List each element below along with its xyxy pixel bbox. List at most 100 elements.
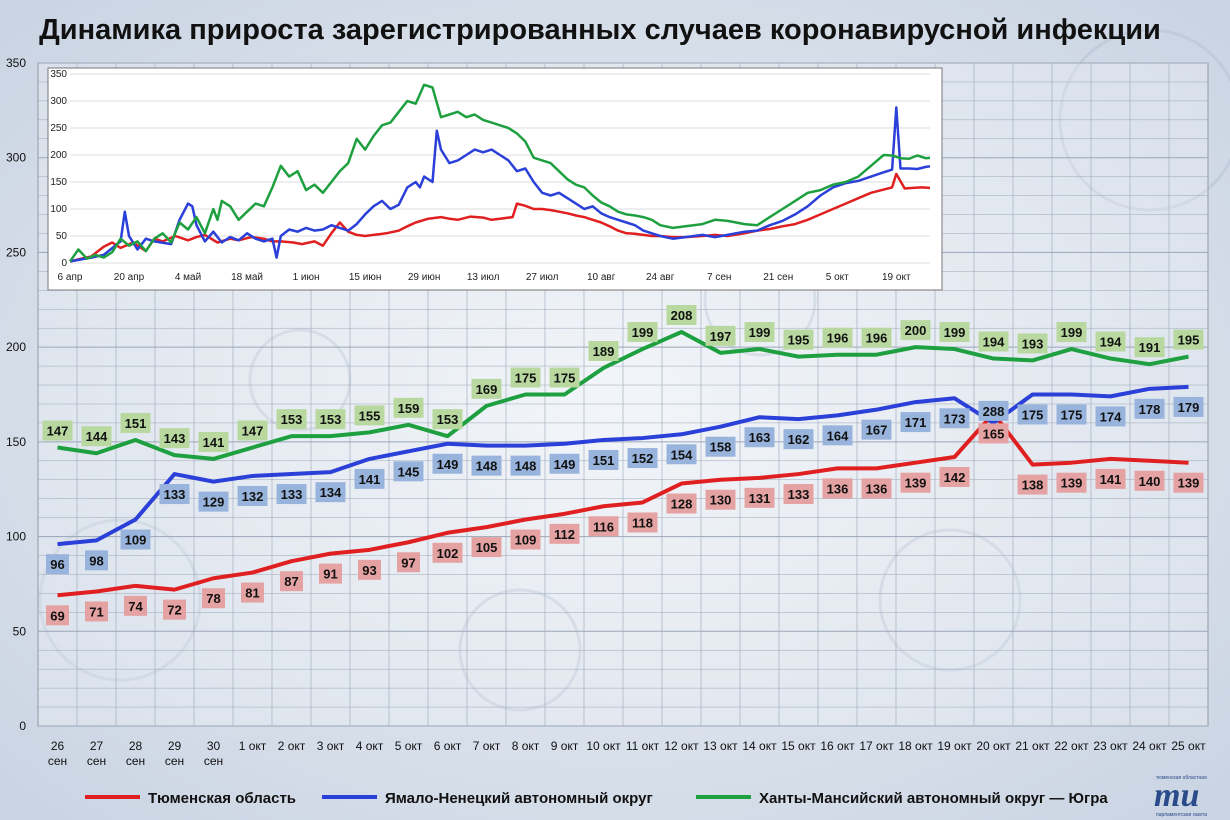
inset-series-line-blue <box>69 106 931 263</box>
data-label-box <box>85 601 108 622</box>
x-tick-label: 12 окт <box>664 739 699 753</box>
y-axis-ticks: 0 50 100 150 200 250 300 350 <box>6 56 26 733</box>
data-label-text: 178 <box>1139 402 1161 417</box>
data-label-text: 102 <box>437 546 459 561</box>
inset-y-tick: 50 <box>56 231 68 242</box>
data-label-box <box>1173 329 1204 350</box>
data-label-box <box>627 322 658 343</box>
data-label-blue: 141 <box>354 468 385 489</box>
data-label-box <box>1134 337 1165 358</box>
inset-y-tick: 300 <box>50 96 67 107</box>
data-label-green: 153 <box>276 409 307 430</box>
inset-series-line-green <box>68 83 931 263</box>
data-label-blue: 167 <box>861 419 892 440</box>
inset-y-tick: 150 <box>50 177 67 188</box>
y-tick-label: 200 <box>6 340 26 354</box>
data-label-green: 199 <box>1056 322 1087 343</box>
data-label-box <box>358 559 381 580</box>
data-label-text: 72 <box>167 603 181 618</box>
data-label-text: 174 <box>1100 409 1122 424</box>
data-label-text: 165 <box>983 426 1005 441</box>
data-label-text: 147 <box>47 424 69 439</box>
data-label-blue: 178 <box>1134 398 1165 419</box>
data-label-text: 191 <box>1139 340 1161 355</box>
data-label-text: 140 <box>1139 474 1161 489</box>
data-label-text: 171 <box>905 415 927 430</box>
inset-x-tick: 4 май <box>175 272 201 283</box>
data-label-green: 144 <box>81 426 112 447</box>
data-label-box <box>1173 472 1204 493</box>
data-label-green: 151 <box>120 412 151 433</box>
data-label-box <box>666 493 697 514</box>
data-label-text: 141 <box>1100 472 1122 487</box>
data-label-text: 153 <box>281 412 303 427</box>
inset-x-tick: 5 окт <box>826 272 849 283</box>
data-label-box <box>705 325 736 346</box>
data-label-text: 196 <box>866 331 888 346</box>
data-label-box <box>163 599 186 620</box>
data-label-box <box>120 412 151 433</box>
data-label-red: 78 <box>202 588 225 609</box>
data-label-red: 116 <box>588 516 619 537</box>
data-label-box <box>393 397 424 418</box>
data-label-green: 193 <box>1017 333 1048 354</box>
data-label-text: 98 <box>89 553 103 568</box>
inset-x-tick: 27 июл <box>526 272 559 283</box>
data-label-box <box>627 512 658 533</box>
data-label-green: 197 <box>705 325 736 346</box>
data-label-text: 199 <box>1061 325 1083 340</box>
data-label-box <box>510 367 541 388</box>
data-label-text: 145 <box>398 464 420 479</box>
data-label-red: 72 <box>163 599 186 620</box>
x-tick-label: 7 окт <box>473 739 501 753</box>
data-label-box <box>159 484 190 505</box>
data-label-box <box>705 436 736 457</box>
data-label-text: 151 <box>593 453 615 468</box>
data-label-text: 167 <box>866 423 888 438</box>
data-label-text: 130 <box>710 493 732 508</box>
data-label-box <box>588 340 619 361</box>
inset-x-ticks: 6 апр 20 апр 4 май 18 май 1 июн 15 июн 29 июн 1… <box>58 272 911 283</box>
data-label-box <box>81 426 112 447</box>
data-label-text: 139 <box>1061 476 1083 491</box>
data-label-green: 196 <box>822 327 853 348</box>
data-label-blue: 129 <box>198 491 229 512</box>
data-label-text: 138 <box>1022 478 1044 493</box>
data-label-blue: 175 <box>1017 404 1048 425</box>
data-label-red: 165 <box>978 423 1009 444</box>
data-label-text: 149 <box>554 457 576 472</box>
data-label-text: 199 <box>749 325 771 340</box>
data-label-red: 97 <box>397 552 420 573</box>
x-tick-label: 2 окт <box>278 739 306 753</box>
data-label-text: 153 <box>437 412 459 427</box>
data-label-text: 144 <box>86 429 108 444</box>
data-label-red: 133 <box>783 484 814 505</box>
data-label-text: 116 <box>593 519 614 534</box>
data-label-box <box>85 550 108 571</box>
data-label-blue: 145 <box>393 461 424 482</box>
data-label-blue: 171 <box>900 412 931 433</box>
inset-x-tick: 15 июн <box>349 272 382 283</box>
data-label-text: 136 <box>866 481 888 496</box>
data-label-green: 194 <box>1095 331 1126 352</box>
data-label-blue: 148 <box>510 455 541 476</box>
data-label-box <box>471 537 502 558</box>
data-label-box <box>939 408 970 429</box>
data-label-green: 155 <box>354 405 385 426</box>
data-label-text: 288 <box>983 404 1005 419</box>
data-label-green: 153 <box>315 409 346 430</box>
data-label-box <box>510 529 541 550</box>
data-label-text: 196 <box>827 331 849 346</box>
data-label-blue: 96 <box>46 554 69 575</box>
data-label-green: 199 <box>627 322 658 343</box>
data-label-text: 208 <box>671 308 693 323</box>
data-label-text: 105 <box>476 540 498 555</box>
data-label-box <box>978 331 1009 352</box>
data-label-text: 134 <box>320 485 342 500</box>
data-label-blue: 149 <box>432 453 463 474</box>
data-label-green: 196 <box>861 327 892 348</box>
legend-blue-label: Ямало-Ненецкий автономный округ <box>385 790 653 807</box>
data-label-box <box>588 449 619 470</box>
data-label-box <box>1095 406 1126 427</box>
data-label-red: 102 <box>432 542 463 563</box>
